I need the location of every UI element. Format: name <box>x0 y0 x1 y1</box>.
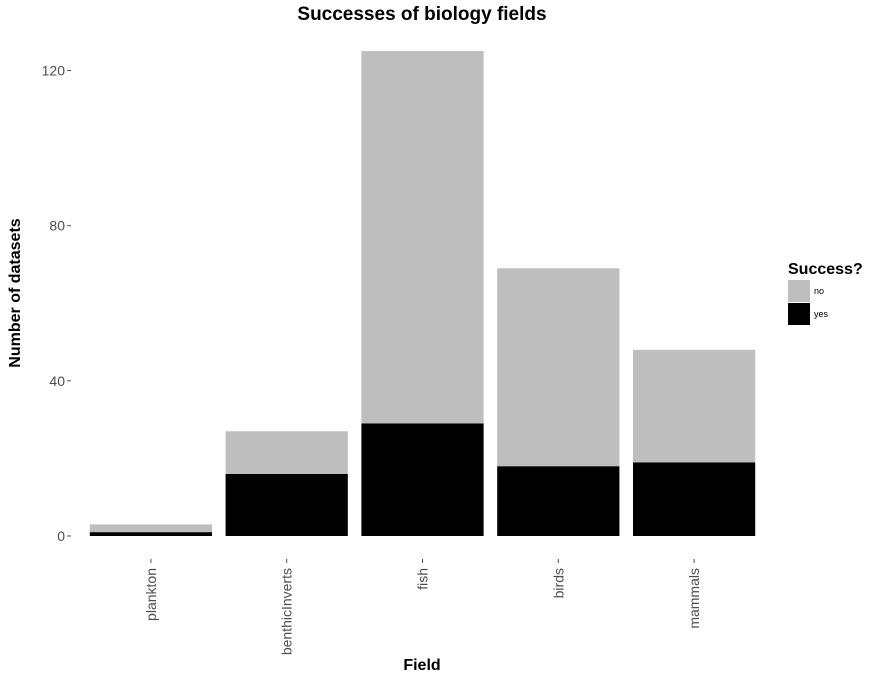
bar-plankton-yes <box>89 532 213 536</box>
x-axis-title: Field <box>403 657 440 674</box>
y-tick-label: 120 <box>42 63 66 79</box>
x-tick-label: fish <box>415 568 431 590</box>
legend-key-no <box>788 280 810 302</box>
y-tick-label: 0 <box>57 528 65 544</box>
x-tick-label: mammals <box>686 568 702 629</box>
bar-benthicInverts-yes <box>225 473 348 536</box>
legend-title: Success? <box>788 261 863 278</box>
chart-title: Successes of biology fields <box>297 4 546 25</box>
bar-birds-no <box>497 268 620 467</box>
x-axis: plankton benthicInverts fish birds mammals <box>143 559 702 655</box>
bar-benthicInverts-no <box>225 431 348 474</box>
bar-birds-yes <box>497 466 620 536</box>
bar-fish-yes <box>361 423 484 536</box>
legend: Success? no yes <box>788 261 863 325</box>
y-axis: 0 40 80 120 <box>42 63 71 544</box>
bar-mammals-no <box>632 349 756 463</box>
bar-mammals-yes <box>632 462 756 536</box>
bar-fish-no <box>361 51 484 424</box>
y-axis-title: Number of datasets <box>7 218 24 367</box>
x-tick-label: birds <box>550 568 566 598</box>
legend-label-yes: yes <box>814 309 829 319</box>
legend-key-yes <box>788 303 810 325</box>
y-tick-label: 80 <box>49 218 65 234</box>
y-tick-label: 40 <box>49 373 65 389</box>
bars-layer <box>89 51 756 536</box>
x-tick-label: benthicInverts <box>279 568 295 655</box>
bar-plankton-no <box>89 524 213 533</box>
legend-label-no: no <box>814 286 824 296</box>
x-tick-label: plankton <box>143 568 159 621</box>
